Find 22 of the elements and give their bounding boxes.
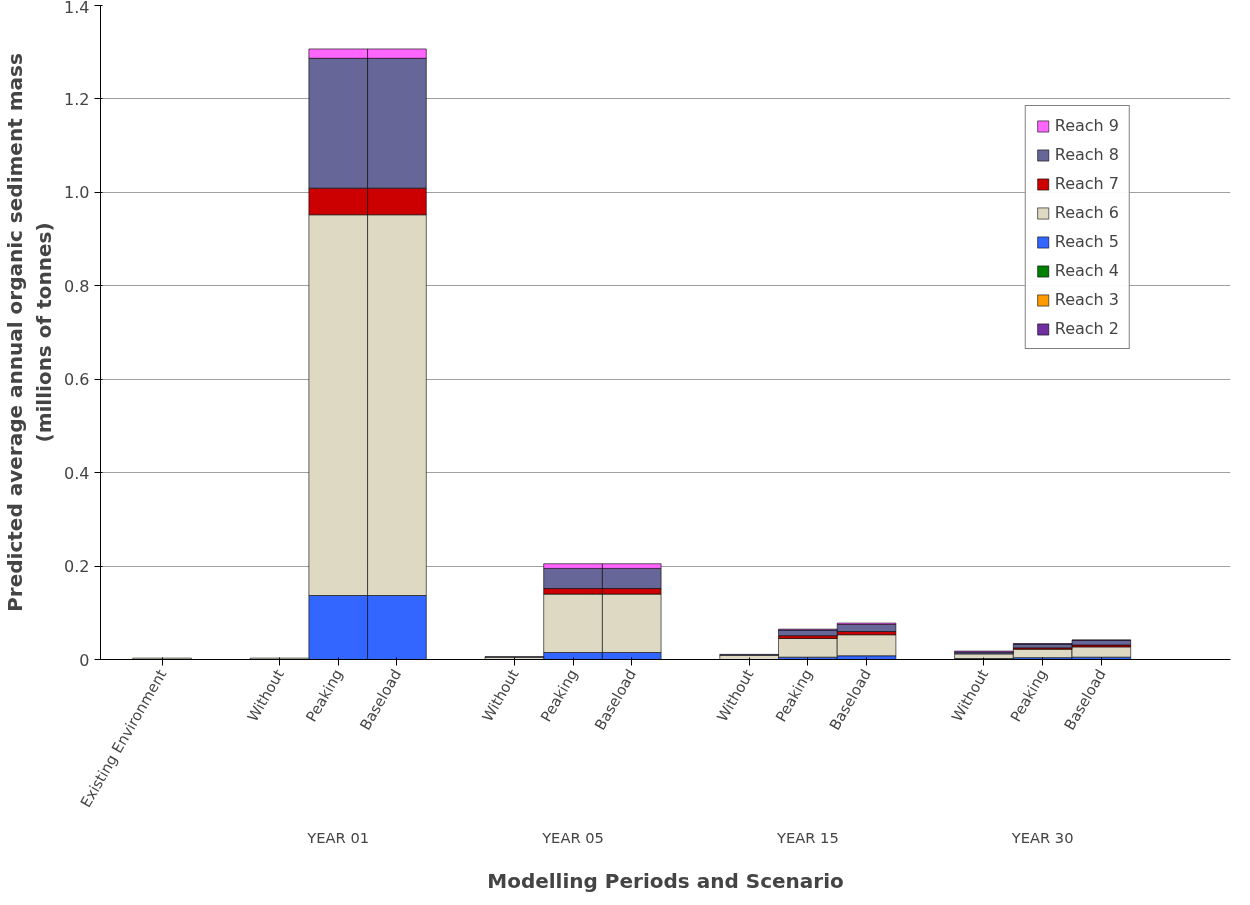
x-axis-title: Modelling Periods and Scenario bbox=[487, 868, 844, 893]
legend-label: Reach 3 bbox=[1054, 290, 1119, 309]
y-tick-label: 1.4 bbox=[64, 0, 90, 17]
legend-label: Reach 5 bbox=[1054, 232, 1119, 251]
legend-label: Reach 2 bbox=[1054, 319, 1119, 338]
y-tick-label: 0.2 bbox=[64, 557, 90, 577]
y-tick-label: 0.6 bbox=[64, 370, 90, 390]
y-tick-label: 0 bbox=[79, 650, 90, 670]
text: YEAR 15 bbox=[775, 828, 839, 846]
text: YEAR 30 bbox=[1010, 828, 1074, 846]
legend-label: Reach 7 bbox=[1054, 174, 1119, 193]
y-tick-label: 0.4 bbox=[64, 463, 90, 483]
legend-label: Reach 9 bbox=[1054, 116, 1119, 135]
y-tick-label: 1.2 bbox=[64, 89, 90, 109]
legend-label: Reach 4 bbox=[1054, 261, 1119, 280]
y-tick-label: 0.8 bbox=[64, 276, 90, 296]
y-tick-label: 1.0 bbox=[64, 183, 90, 203]
text: YEAR 05 bbox=[541, 828, 604, 846]
text: YEAR 01 bbox=[306, 828, 370, 846]
legend-label: Reach 8 bbox=[1054, 145, 1119, 164]
y-axis-title: Predicted average annual organic sediment mass (millions of tonnes) bbox=[3, 53, 57, 612]
legend-label: Reach 6 bbox=[1054, 203, 1119, 222]
